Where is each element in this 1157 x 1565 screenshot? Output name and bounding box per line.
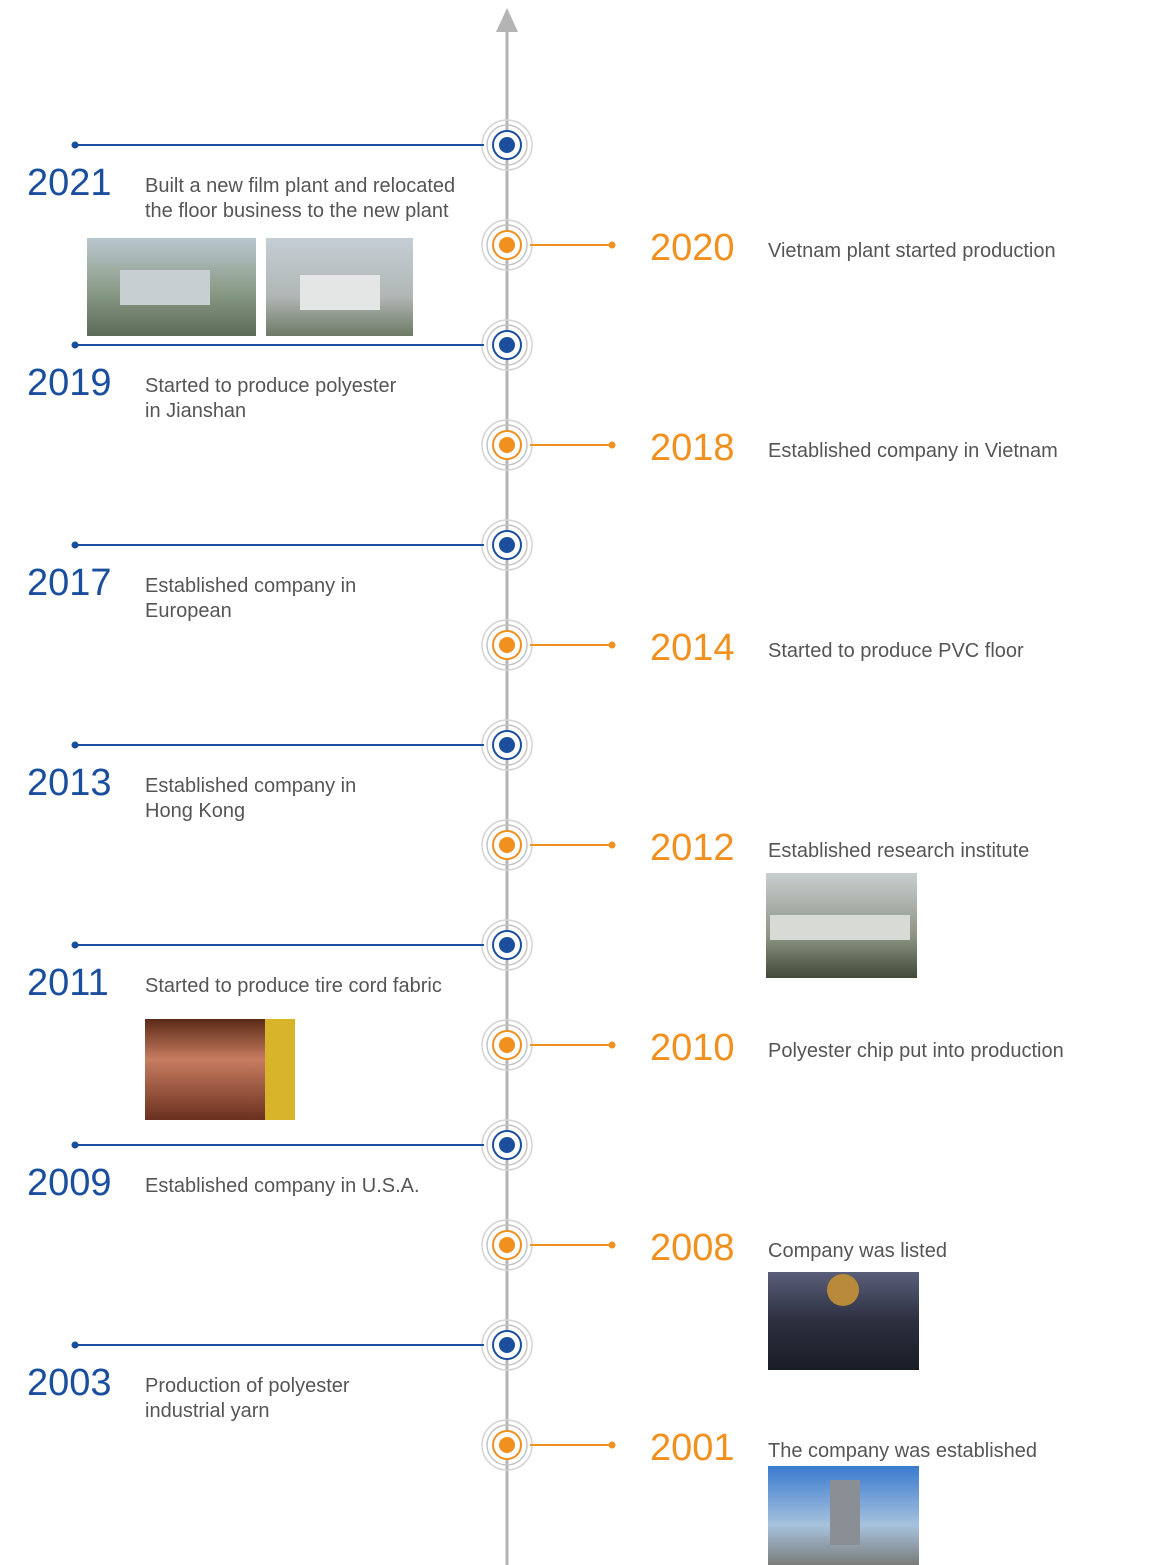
description: Built a new film plant and relocated	[145, 175, 455, 197]
photo-detail	[770, 915, 910, 940]
event: 2017 Established company in European	[27, 520, 532, 622]
description: Vietnam plant started production	[768, 240, 1056, 262]
year: 2019	[27, 362, 112, 404]
description: in Jianshan	[145, 400, 246, 422]
description: Established company in	[145, 775, 356, 797]
year: 2013	[27, 762, 112, 804]
year: 2012	[650, 827, 735, 869]
event: 2014 Started to produce PVC floor	[482, 620, 1024, 670]
node-dot	[499, 1237, 515, 1253]
year: 2003	[27, 1362, 112, 1404]
node-dot	[499, 637, 515, 653]
node-dot	[499, 437, 515, 453]
description: Polyester chip put into production	[768, 1040, 1064, 1062]
description: Company was listed	[768, 1240, 947, 1262]
event: 2018 Established company in Vietnam	[482, 420, 1058, 470]
node-dot	[499, 1037, 515, 1053]
node-dot	[499, 1337, 515, 1353]
description: Established company in Vietnam	[768, 440, 1058, 462]
photo-detail	[300, 275, 380, 310]
connector-dot	[609, 1242, 616, 1249]
axis-arrow	[496, 8, 518, 32]
event: 2021 Built a new film plant and relocated…	[27, 120, 532, 222]
connector-dot	[609, 842, 616, 849]
description: Started to produce PVC floor	[768, 640, 1024, 662]
connector-dot	[609, 642, 616, 649]
node-dot	[499, 237, 515, 253]
description: Established research institute	[768, 840, 1029, 862]
photo-detail	[120, 270, 210, 305]
description: European	[145, 600, 232, 622]
photo-detail	[830, 1480, 860, 1545]
node-dot	[499, 137, 515, 153]
description: industrial yarn	[145, 1400, 270, 1422]
year: 2018	[650, 427, 735, 469]
description: the floor business to the new plant	[145, 200, 449, 222]
year: 2014	[650, 627, 735, 669]
node-dot	[499, 537, 515, 553]
event: 2012 Established research institute	[482, 820, 1029, 870]
connector-dot	[72, 342, 79, 349]
photo-detail	[265, 1019, 295, 1120]
event: 2011 Started to produce tire cord fabric	[27, 920, 532, 1004]
event: 2003 Production of polyester industrial ya…	[27, 1320, 532, 1422]
year: 2020	[650, 227, 735, 269]
event: 2009 Established company in U.S.A.	[27, 1120, 532, 1204]
connector-dot	[609, 242, 616, 249]
node-dot	[499, 937, 515, 953]
connector-dot	[72, 1142, 79, 1149]
connector-dot	[609, 1042, 616, 1049]
year: 2021	[27, 162, 112, 204]
node-dot	[499, 837, 515, 853]
event: 2008 Company was listed	[482, 1220, 947, 1270]
description: The company was established	[768, 1440, 1037, 1462]
year: 2009	[27, 1162, 112, 1204]
photo-detail	[827, 1274, 859, 1306]
connector-dot	[72, 1342, 79, 1349]
description: Started to produce polyester	[145, 375, 397, 397]
timeline: 2021 Built a new film plant and relocated…	[0, 0, 1157, 1565]
description: Production of polyester	[145, 1375, 350, 1397]
event: 2010 Polyester chip put into production	[482, 1020, 1064, 1070]
description: Established company in	[145, 575, 356, 597]
connector-dot	[609, 1442, 616, 1449]
description: Started to produce tire cord fabric	[145, 975, 442, 997]
year: 2008	[650, 1227, 735, 1269]
connector-dot	[72, 542, 79, 549]
node-dot	[499, 1437, 515, 1453]
event: 2001 The company was established	[482, 1420, 1037, 1470]
year: 2017	[27, 562, 112, 604]
connector-dot	[72, 942, 79, 949]
year: 2001	[650, 1427, 735, 1469]
year: 2010	[650, 1027, 735, 1069]
year: 2011	[27, 962, 109, 1004]
page: 2021 Built a new film plant and relocated…	[0, 0, 1157, 1565]
description: Hong Kong	[145, 800, 245, 822]
event: 2013 Established company in Hong Kong	[27, 720, 532, 822]
connector-dot	[72, 742, 79, 749]
connector-dot	[609, 442, 616, 449]
description: Established company in U.S.A.	[145, 1175, 420, 1197]
event: 2020 Vietnam plant started production	[482, 220, 1056, 270]
node-dot	[499, 337, 515, 353]
connector-dot	[72, 142, 79, 149]
node-dot	[499, 1137, 515, 1153]
node-dot	[499, 737, 515, 753]
